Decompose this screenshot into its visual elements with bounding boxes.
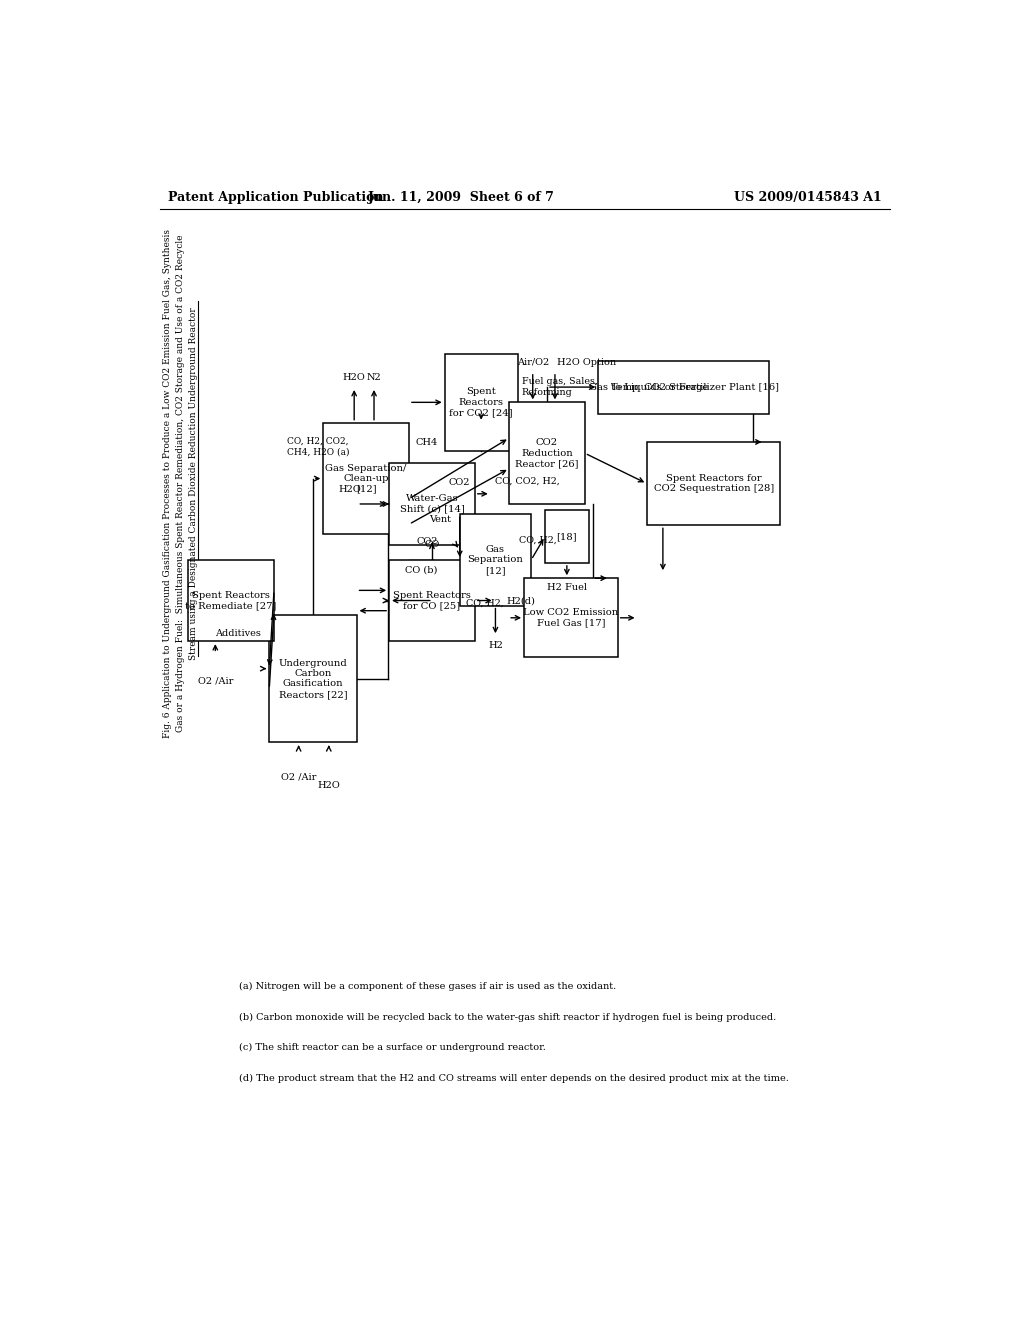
Text: Air/O2: Air/O2 — [517, 358, 549, 367]
Text: (b) Carbon monoxide will be recycled back to the water-gas shift reactor if hydr: (b) Carbon monoxide will be recycled bac… — [240, 1012, 776, 1022]
Bar — [460, 515, 531, 606]
Text: Gas Separation/
Clean-up
[12]: Gas Separation/ Clean-up [12] — [326, 463, 407, 494]
Text: US 2009/0145843 A1: US 2009/0145843 A1 — [734, 190, 882, 203]
Text: Underground
Carbon
Gasification
Reactors [22]: Underground Carbon Gasification Reactors… — [279, 659, 347, 698]
Text: CO, H2,: CO, H2, — [519, 536, 557, 545]
Text: CO2
Reduction
Reactor [26]: CO2 Reduction Reactor [26] — [515, 438, 579, 469]
Text: [18]: [18] — [557, 532, 578, 541]
Text: H2O: H2O — [338, 484, 360, 494]
Bar — [324, 422, 409, 535]
Text: N2: N2 — [367, 374, 381, 381]
Text: Spent Reactors
to Remediate [27]: Spent Reactors to Remediate [27] — [185, 591, 276, 610]
Text: CO2: CO2 — [416, 537, 437, 546]
Text: Gas to Liquids or Fertilizer Plant [16]: Gas to Liquids or Fertilizer Plant [16] — [589, 383, 778, 392]
Text: H2 Fuel: H2 Fuel — [547, 583, 587, 593]
Text: Jun. 11, 2009  Sheet 6 of 7: Jun. 11, 2009 Sheet 6 of 7 — [368, 190, 555, 203]
Text: Patent Application Publication: Patent Application Publication — [168, 190, 383, 203]
Text: CO, H2, CO2,
CH4, H2O (a): CO, H2, CO2, CH4, H2O (a) — [287, 437, 349, 457]
Bar — [647, 442, 780, 525]
Text: Gas
Separation
[12]: Gas Separation [12] — [468, 545, 523, 574]
Text: Low CO2 Emission
Fuel Gas [17]: Low CO2 Emission Fuel Gas [17] — [523, 609, 618, 627]
Text: Spent Reactors
for CO [25]: Spent Reactors for CO [25] — [393, 591, 471, 610]
Text: (c) The shift reactor can be a surface or underground reactor.: (c) The shift reactor can be a surface o… — [240, 1043, 546, 1052]
Text: (d) The product stream that the H2 and CO streams will enter depends on the desi: (d) The product stream that the H2 and C… — [240, 1073, 788, 1082]
Bar — [269, 615, 356, 742]
Text: H2: H2 — [488, 642, 503, 651]
Bar — [444, 354, 518, 450]
Text: Water-Gas
Shift (c) [14]: Water-Gas Shift (c) [14] — [399, 494, 465, 513]
Bar — [188, 560, 274, 642]
Text: CO: CO — [425, 540, 440, 549]
Text: Additives: Additives — [215, 628, 260, 638]
Bar — [509, 403, 585, 504]
Text: CO (b): CO (b) — [406, 565, 437, 574]
Text: CH4: CH4 — [416, 438, 438, 447]
Bar — [598, 360, 769, 413]
Text: Spent Reactors for
CO2 Sequestration [28]: Spent Reactors for CO2 Sequestration [28… — [653, 474, 774, 494]
Text: H2O: H2O — [343, 374, 366, 381]
Text: Fuel gas, Sales,
Reforming: Fuel gas, Sales, Reforming — [521, 378, 597, 397]
Text: H2(d): H2(d) — [507, 597, 536, 605]
Text: H2O: H2O — [317, 781, 340, 789]
Text: (a) Nitrogen will be a component of these gases if air is used as the oxidant.: (a) Nitrogen will be a component of thes… — [240, 982, 616, 991]
Text: Spent
Reactors
for CO2 [24]: Spent Reactors for CO2 [24] — [450, 388, 513, 417]
Text: Stream using a Designated Carbon Dioxide Reduction Underground Reactor: Stream using a Designated Carbon Dioxide… — [188, 308, 198, 660]
Text: CO2: CO2 — [449, 478, 470, 487]
Text: Vent: Vent — [429, 515, 451, 524]
Bar — [389, 463, 475, 545]
Text: H2O Option: H2O Option — [557, 358, 615, 367]
Bar — [524, 578, 617, 657]
Text: CO, H2,: CO, H2, — [466, 599, 504, 607]
Text: Gas or a Hydrogen Fuel:  Simultaneous Spent Reactor Remediation, CO2 Storage and: Gas or a Hydrogen Fuel: Simultaneous Spe… — [176, 235, 185, 733]
Text: CO, CO2, H2,: CO, CO2, H2, — [495, 477, 559, 486]
Text: O2 /Air: O2 /Air — [281, 772, 316, 781]
Bar — [545, 510, 589, 562]
Bar — [389, 560, 475, 642]
Text: O2 /Air: O2 /Air — [198, 677, 233, 686]
Text: Fig. 6 Application to Underground Gasification Processes to Produce a Low CO2 Em: Fig. 6 Application to Underground Gasifi… — [163, 230, 172, 738]
Text: Temp. CO2 Storage: Temp. CO2 Storage — [610, 383, 708, 392]
